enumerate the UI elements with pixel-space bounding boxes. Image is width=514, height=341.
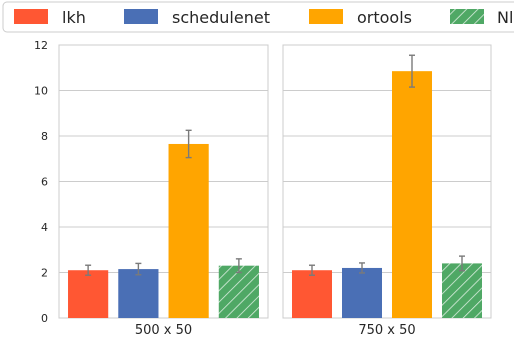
legend: lkh schedulenet ortools Nl	[2, 1, 514, 33]
y-tick-label: 12	[34, 39, 48, 52]
legend-swatch-ortools	[309, 9, 343, 24]
panel-500x50: 500 x 50	[58, 44, 269, 338]
bar-lkh	[292, 270, 332, 318]
legend-item-lkh: lkh	[14, 8, 86, 27]
legend-label-lkh: lkh	[62, 8, 86, 27]
panel-frame	[282, 44, 492, 319]
y-tick-label: 8	[41, 130, 48, 143]
legend-item-schedulenet: schedulenet	[124, 8, 270, 27]
error-bar-nl	[235, 258, 242, 274]
error-bar-ortools	[409, 54, 415, 88]
y-tick-label: 6	[41, 176, 48, 189]
y-tick-label: 0	[41, 312, 48, 325]
panel-bars	[68, 129, 259, 318]
legend-label-ortools: ortools	[357, 8, 412, 27]
bar-ortools	[168, 143, 209, 318]
legend-label-schedulenet: schedulenet	[172, 8, 270, 27]
panel-category-label: 500 x 50	[135, 323, 192, 338]
legend-swatch-nl	[450, 9, 484, 24]
y-tick-label: 2	[41, 267, 48, 280]
error-bar-ortools	[185, 129, 192, 159]
bar-nl	[218, 265, 259, 318]
bar-ortools	[392, 71, 432, 318]
panel-750x50: 750 x 50	[282, 44, 492, 338]
error-bar-schedulenet	[359, 262, 365, 274]
legend-swatch-schedulenet	[124, 9, 158, 24]
panel-frame	[58, 44, 269, 319]
legend-item-nl: Nl	[450, 8, 513, 27]
legend-swatch-lkh	[14, 9, 48, 24]
error-bar-lkh	[309, 264, 315, 276]
bar-lkh	[68, 270, 109, 318]
error-bar-schedulenet	[135, 262, 142, 276]
error-bar-nl	[459, 255, 465, 272]
y-axis: 0 2 4 6 8 10 12	[34, 39, 48, 325]
error-bar-lkh	[85, 264, 92, 276]
panel-category-label: 750 x 50	[358, 323, 415, 338]
bar-nl	[442, 263, 482, 318]
bar-schedulenet	[118, 269, 159, 318]
y-tick-label: 10	[34, 85, 48, 98]
y-tick-label: 4	[41, 221, 48, 234]
bar-schedulenet	[342, 267, 382, 318]
panel-bars	[292, 54, 482, 318]
legend-label-nl: Nl	[497, 8, 513, 27]
legend-item-ortools: ortools	[309, 8, 412, 27]
